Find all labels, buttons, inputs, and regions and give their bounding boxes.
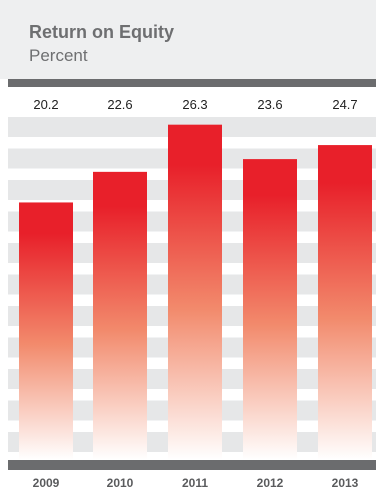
chart-header — [0, 0, 376, 79]
year-label-2011: 2011 — [182, 476, 208, 490]
bar-2011 — [168, 124, 222, 461]
bar-2013 — [318, 145, 372, 460]
bottom-axis-bar — [8, 460, 376, 470]
year-label-2012: 2012 — [257, 476, 284, 490]
year-label-2010: 2010 — [107, 476, 134, 490]
value-label-2013: 24.7 — [332, 97, 357, 112]
bars — [19, 124, 372, 461]
top-axis-bar — [8, 79, 376, 87]
value-label-2009: 20.2 — [33, 97, 58, 112]
year-labels: 2009 2010 2011 2012 2013 — [33, 476, 359, 490]
value-label-2012: 23.6 — [257, 97, 282, 112]
bar-2009 — [19, 202, 73, 460]
year-label-2013: 2013 — [332, 476, 359, 490]
bar-2010 — [93, 171, 147, 460]
value-label-2011: 26.3 — [182, 97, 207, 112]
value-labels: 20.2 22.6 26.3 23.6 24.7 — [33, 97, 357, 112]
value-label-2010: 22.6 — [107, 97, 132, 112]
chart-subtitle: Percent — [29, 46, 88, 65]
chart-title: Return on Equity — [29, 22, 174, 42]
bar-2012 — [243, 159, 297, 460]
year-label-2009: 2009 — [33, 476, 60, 490]
